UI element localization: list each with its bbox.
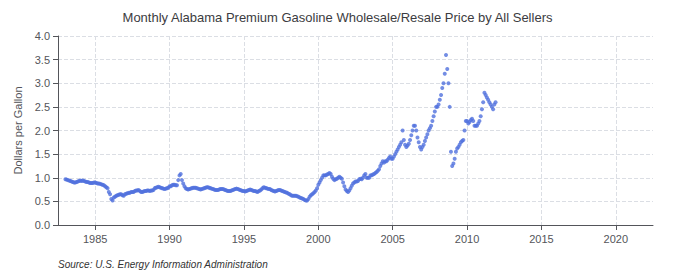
svg-text:Dollars per Gallon: Dollars per Gallon: [12, 86, 24, 174]
svg-text:1.0: 1.0: [35, 172, 50, 184]
svg-text:3.0: 3.0: [35, 77, 50, 89]
svg-text:2020: 2020: [604, 233, 628, 245]
svg-text:1990: 1990: [157, 233, 181, 245]
svg-text:1.5: 1.5: [35, 148, 50, 160]
svg-text:0.5: 0.5: [35, 195, 50, 207]
svg-text:2.0: 2.0: [35, 125, 50, 137]
svg-text:2000: 2000: [306, 233, 330, 245]
svg-text:Monthly Alabama Premium Gasoli: Monthly Alabama Premium Gasoline Wholesa…: [123, 10, 553, 25]
svg-text:0.0: 0.0: [35, 219, 50, 231]
svg-text:2015: 2015: [529, 233, 553, 245]
svg-text:3.5: 3.5: [35, 54, 50, 66]
svg-text:4.0: 4.0: [35, 30, 50, 42]
svg-text:2010: 2010: [455, 233, 479, 245]
svg-text:1995: 1995: [232, 233, 256, 245]
svg-text:2005: 2005: [380, 233, 404, 245]
svg-text:Source: U.S. Energy Informatio: Source: U.S. Energy Information Administ…: [58, 259, 268, 270]
svg-text:2.5: 2.5: [35, 101, 50, 113]
svg-text:1985: 1985: [83, 233, 107, 245]
